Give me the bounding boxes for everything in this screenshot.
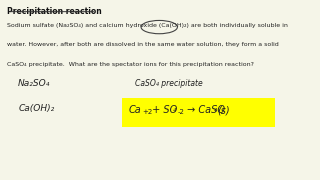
Text: → CaSO: → CaSO [184,105,225,115]
Text: Sodium sulfate (Na₂SO₄) and calcium hydroxide (Ca(OH)₂) are both individually so: Sodium sulfate (Na₂SO₄) and calcium hydr… [7,23,288,28]
Text: CaSO₄ precipitate: CaSO₄ precipitate [135,79,203,88]
Text: Ca(OH)₂: Ca(OH)₂ [18,104,54,113]
Text: +2: +2 [142,109,153,115]
Text: Na₂SO₄: Na₂SO₄ [18,79,51,88]
FancyBboxPatch shape [122,98,275,127]
Text: water. However, after both are dissolved in the same water solution, they form a: water. However, after both are dissolved… [7,42,279,47]
Text: ₄: ₄ [214,105,217,114]
Text: (s): (s) [217,105,230,115]
Text: Ca: Ca [129,105,141,115]
Text: CaSO₄ precipitate.  What are the spectator ions for this precipitation reaction?: CaSO₄ precipitate. What are the spectato… [7,62,254,67]
Text: + SO: + SO [149,105,178,115]
Text: ₄: ₄ [173,105,176,114]
Text: Precipitation reaction: Precipitation reaction [7,7,102,16]
Text: -2: -2 [178,109,185,115]
